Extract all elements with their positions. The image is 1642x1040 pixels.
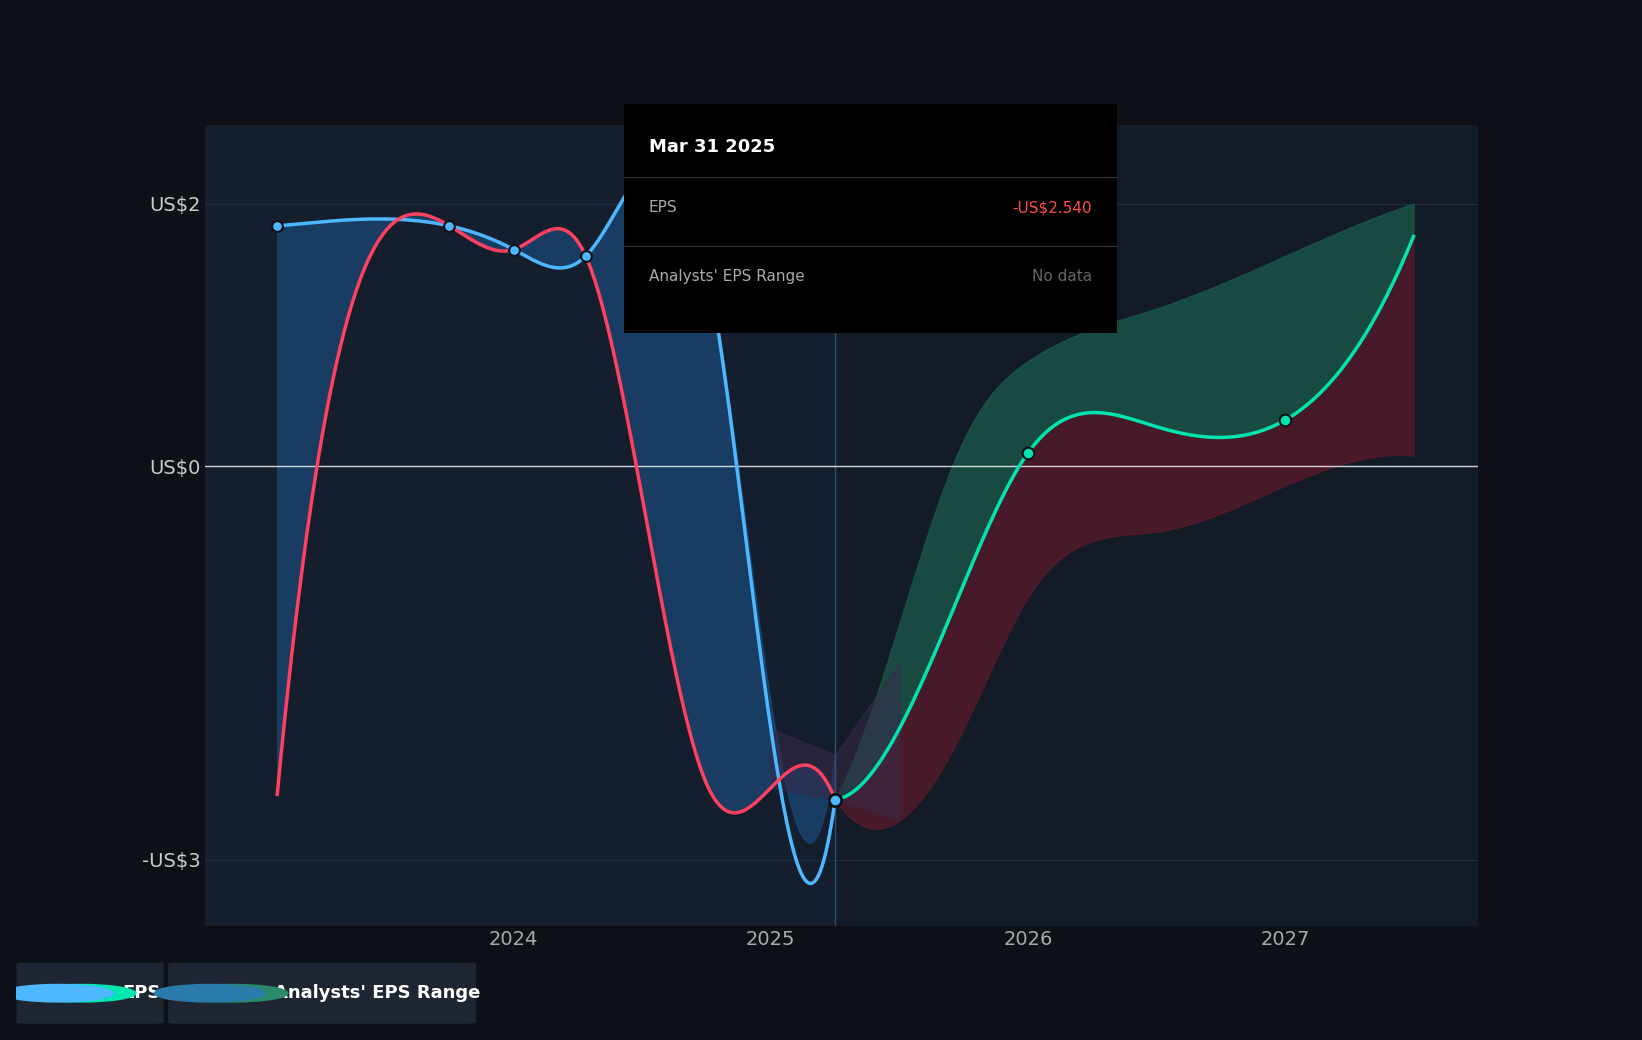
Point xyxy=(501,241,527,258)
Text: EPS: EPS xyxy=(649,200,677,215)
Text: Mar 31 2025: Mar 31 2025 xyxy=(649,138,775,156)
Circle shape xyxy=(3,985,113,1002)
Circle shape xyxy=(26,985,136,1002)
Point xyxy=(264,217,291,234)
FancyBboxPatch shape xyxy=(167,963,476,1023)
Text: Analysts Forecasts: Analysts Forecasts xyxy=(847,177,1016,196)
Text: Analysts' EPS Range: Analysts' EPS Range xyxy=(649,268,805,284)
Point xyxy=(573,248,599,264)
Point xyxy=(823,791,849,808)
FancyBboxPatch shape xyxy=(16,963,164,1023)
Text: Actual: Actual xyxy=(759,177,823,196)
Text: No data: No data xyxy=(1031,268,1092,284)
Circle shape xyxy=(177,985,287,1002)
Text: Analysts' EPS Range: Analysts' EPS Range xyxy=(274,984,479,1003)
Point xyxy=(437,217,463,234)
Point xyxy=(1015,445,1041,462)
Point xyxy=(693,255,719,271)
Point xyxy=(1273,412,1299,428)
Bar xyxy=(205,125,836,926)
Circle shape xyxy=(154,985,264,1002)
Text: -US$2.540: -US$2.540 xyxy=(1013,200,1092,215)
Text: EPS: EPS xyxy=(122,984,161,1003)
